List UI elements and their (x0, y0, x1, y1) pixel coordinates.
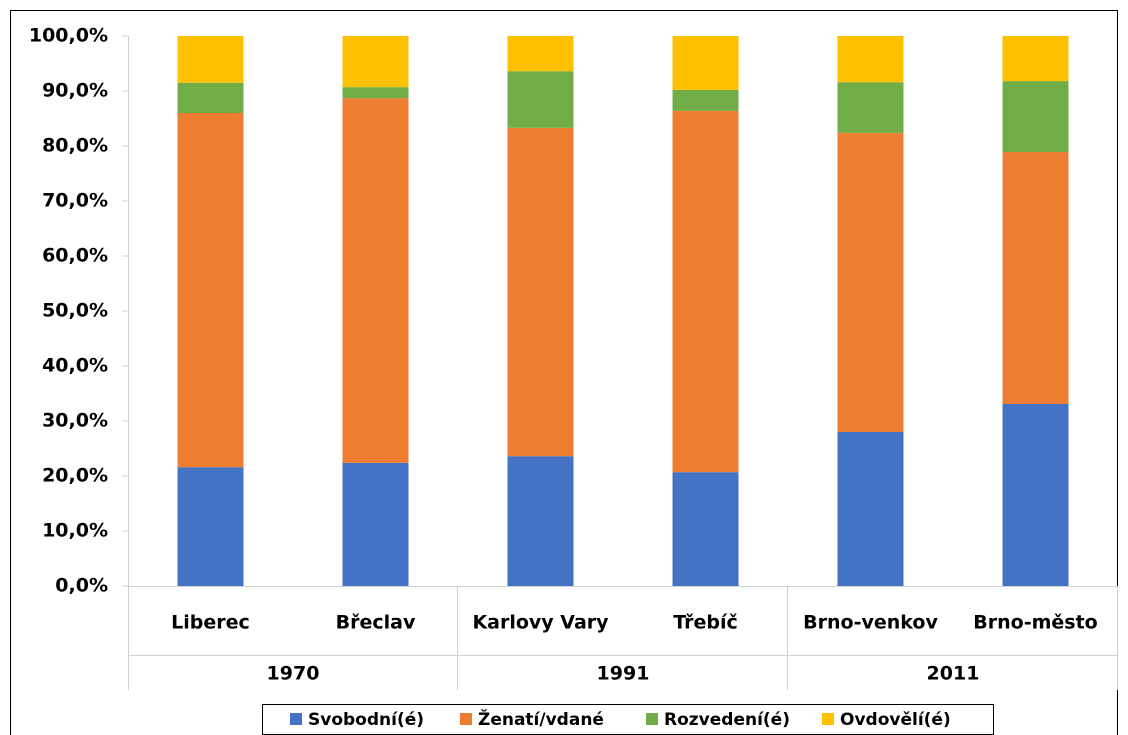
bar-segment (837, 132, 904, 433)
legend-label: Svobodní(é) (308, 710, 424, 730)
y-tick-label: 80,0% (42, 135, 108, 157)
legend-label: Ovdovělí(é) (840, 710, 951, 730)
bar-segment (1002, 36, 1069, 82)
bar-segment (837, 36, 904, 83)
legend-swatch (646, 713, 658, 725)
y-tick-label: 100,0% (29, 25, 108, 47)
bar-segment (177, 467, 244, 586)
x-tick-label: Liberec (171, 612, 250, 634)
bar-segment (507, 36, 574, 72)
bar-segment (672, 110, 739, 473)
bar-segment (507, 456, 574, 586)
bar-segment (342, 36, 409, 88)
bar-segment (342, 462, 409, 586)
bar-segment (837, 82, 904, 133)
legend-label: Ženatí/vdané (478, 708, 604, 730)
y-tick-label: 50,0% (42, 300, 108, 322)
bar-segment (672, 472, 739, 586)
legend-swatch (290, 713, 302, 725)
group-label: 1991 (597, 663, 650, 685)
y-tick-label: 60,0% (42, 245, 108, 267)
legend-label: Rozvedení(é) (664, 710, 790, 730)
y-tick-label: 90,0% (42, 80, 108, 102)
bar-segment (672, 36, 739, 90)
bar-segment (507, 71, 574, 128)
legend-box (262, 704, 994, 735)
bar-segment (672, 89, 739, 111)
bar-segment (1002, 403, 1069, 586)
x-tick-label: Třebíč (673, 612, 738, 634)
bar-segment (177, 36, 244, 83)
y-tick-label: 70,0% (42, 190, 108, 212)
y-tick-label: 0,0% (55, 575, 108, 597)
bar-segment (1002, 81, 1069, 153)
bar-segment (1002, 152, 1069, 404)
x-tick-label: Karlovy Vary (472, 612, 609, 634)
bar-segment (342, 98, 409, 463)
y-tick-label: 20,0% (42, 465, 108, 487)
chart-border (10, 10, 1118, 735)
bar-segment (507, 127, 574, 457)
legend-swatch (460, 713, 472, 725)
y-tick-label: 10,0% (42, 520, 108, 542)
x-tick-label: Břeclav (336, 612, 416, 634)
bar-segment (837, 432, 904, 586)
legend-swatch (822, 713, 834, 725)
y-tick-label: 40,0% (42, 355, 108, 377)
bar-segment (342, 87, 409, 99)
x-tick-label: Brno-venkov (803, 612, 938, 634)
bar-segment (177, 113, 244, 468)
bar-segment (177, 82, 244, 113)
group-label: 1970 (267, 663, 320, 685)
x-tick-label: Brno-město (973, 612, 1097, 634)
y-tick-label: 30,0% (42, 410, 108, 432)
group-label: 2011 (927, 663, 980, 685)
